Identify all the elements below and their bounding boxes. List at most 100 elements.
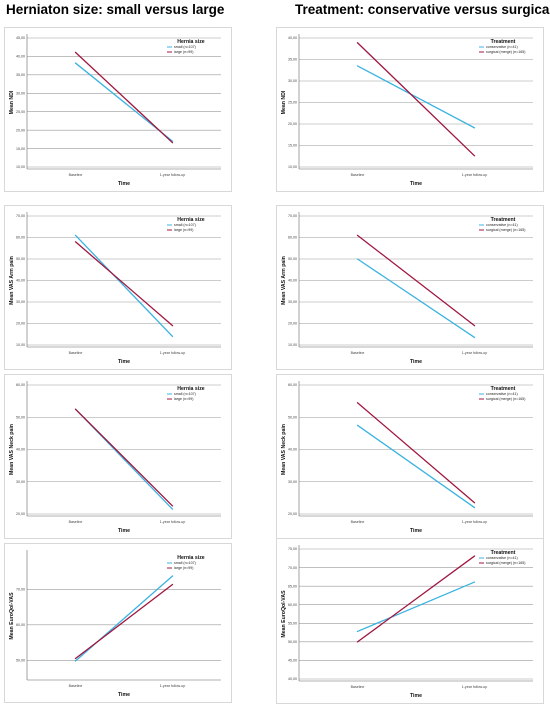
chart-euroqol-treatment: 40,00 45,00 50,00 55,00 60,00 65,00 70,00 75,00… (276, 538, 544, 704)
y-tick-label: 45,00 (16, 36, 25, 40)
y-tick-label: 60,00 (16, 236, 25, 240)
y-tick-label: 60,00 (288, 603, 297, 607)
y-tick-label: 50,00 (16, 257, 25, 261)
legend-entry: surgical (merge) (n=165) (486, 50, 525, 54)
y-tick-label: 15,00 (16, 147, 25, 151)
series-line (74, 234, 174, 338)
y-tick-label: 30,00 (288, 480, 297, 484)
y-tick-label: 70,00 (16, 214, 25, 218)
chart-svg: 10,00 20,00 30,00 40,00 50,00 60,00 70,00 Basel… (9, 212, 221, 365)
series-line (356, 555, 476, 643)
x-tick-label: 1-year follow-up (160, 173, 186, 177)
y-axis-label: Mean NDI (281, 90, 287, 114)
y-tick-label: 65,00 (288, 584, 297, 588)
left-column-title: Herniaton size: small versus large (6, 2, 225, 17)
y-tick-label: 70,00 (16, 588, 25, 592)
right-column-title: Treatment: conservative versus surgical (295, 2, 550, 17)
y-tick-label: 20,00 (16, 512, 25, 516)
legend-entry: surgical (merge) (n=165) (486, 561, 525, 565)
y-tick-label: 40,00 (288, 677, 297, 681)
legend-entry: large (n=99) (174, 397, 193, 401)
legend-title: Hernia size (177, 39, 205, 45)
x-axis-label: Time (118, 692, 130, 698)
x-axis-label: Time (410, 693, 422, 699)
y-tick-label: 40,00 (16, 448, 25, 452)
y-tick-label: 20,00 (288, 512, 297, 516)
legend-entry: small (n=107) (174, 45, 196, 49)
chart-vas-neck-treatment: 20,00 30,00 40,00 50,00 60,00 Baseline 1-year … (276, 374, 544, 539)
y-tick-label: 75,00 (288, 547, 297, 551)
x-tick-label: Baseline (351, 685, 365, 689)
y-axis-label: Mean VAS Neck pain (281, 424, 287, 475)
series-line (356, 581, 476, 633)
chart-svg: 50,00 60,00 70,00 Baseline 1-year follow-up T… (9, 550, 221, 698)
series-line (356, 402, 476, 504)
legend-title: Treatment (491, 386, 516, 392)
series-line (74, 241, 174, 327)
x-tick-label: 1-year follow-up (462, 520, 488, 524)
y-tick-label: 70,00 (288, 566, 297, 570)
y-tick-label: 25,00 (16, 110, 25, 114)
legend-entry: conservative (n=41) (486, 45, 518, 49)
legend-entry: conservative (n=41) (486, 392, 518, 396)
y-tick-label: 50,00 (16, 658, 25, 662)
chart-svg: 20,00 30,00 40,00 50,00 60,00 Baseline 1-year … (9, 381, 221, 534)
y-axis-label: Mean NDI (9, 90, 15, 114)
y-tick-label: 60,00 (16, 383, 25, 387)
legend-title: Hernia size (177, 217, 205, 223)
x-tick-label: 1-year follow-up (160, 520, 186, 524)
y-axis-label: Mean VAS Arm pain (9, 256, 15, 305)
x-tick-label: 1-year follow-up (160, 684, 186, 688)
chart-svg: 20,00 30,00 40,00 50,00 60,00 Baseline 1-year … (281, 381, 533, 534)
y-tick-label: 15,00 (288, 144, 297, 148)
legend-entry: surgical (merge) (n=165) (486, 397, 525, 401)
y-tick-label: 10,00 (16, 165, 25, 169)
y-tick-label: 60,00 (288, 236, 297, 240)
legend-title: Treatment (491, 217, 516, 223)
series-line (356, 258, 476, 339)
chart-euroqol-hernia-size: 50,00 60,00 70,00 Baseline 1-year follow-up T… (4, 543, 232, 703)
y-tick-label: 45,00 (288, 659, 297, 663)
legend-entry: conservative (n=41) (486, 223, 518, 227)
legend-entry: conservative (n=41) (486, 556, 518, 560)
x-axis-label: Time (118, 359, 130, 365)
x-tick-label: Baseline (351, 520, 365, 524)
y-axis-label: Mean VAS Arm pain (281, 256, 287, 305)
chart-svg: 10,00 15,00 20,00 25,00 30,00 35,00 40,00 Basel… (281, 34, 533, 187)
y-tick-label: 50,00 (288, 415, 297, 419)
y-tick-label: 20,00 (16, 322, 25, 326)
y-tick-label: 40,00 (288, 36, 297, 40)
x-axis-label: Time (410, 528, 422, 534)
legend-entry: large (n=99) (174, 228, 193, 232)
y-tick-label: 30,00 (16, 300, 25, 304)
y-tick-label: 20,00 (288, 122, 297, 126)
y-tick-label: 40,00 (288, 448, 297, 452)
y-tick-label: 50,00 (16, 415, 25, 419)
y-tick-label: 50,00 (288, 257, 297, 261)
series-line (356, 234, 476, 327)
y-axis-label: Mean VAS Neck pain (9, 424, 15, 475)
chart-vas-arm-treatment: 10,00 20,00 30,00 40,00 50,00 60,00 70,00 Basel… (276, 205, 544, 370)
x-axis-label: Time (118, 181, 130, 187)
y-tick-label: 60,00 (288, 383, 297, 387)
y-tick-label: 40,00 (16, 55, 25, 59)
legend-entry: small (n=107) (174, 392, 196, 396)
series-line (74, 575, 174, 662)
legend-entry: small (n=107) (174, 223, 196, 227)
legend-title: Treatment (491, 39, 516, 45)
y-tick-label: 10,00 (288, 343, 297, 347)
legend-entry: large (n=99) (174, 50, 193, 54)
x-tick-label: Baseline (69, 351, 83, 355)
y-tick-label: 20,00 (288, 322, 297, 326)
x-tick-label: Baseline (69, 173, 83, 177)
legend-entry: large (n=99) (174, 566, 193, 570)
legend-entry: surgical (merge) (n=165) (486, 228, 525, 232)
x-tick-label: 1-year follow-up (160, 351, 186, 355)
chart-svg: 40,00 45,00 50,00 55,00 60,00 65,00 70,00 75,00… (281, 545, 533, 699)
legend-title: Hernia size (177, 555, 205, 561)
legend-title: Hernia size (177, 386, 205, 392)
chart-ndi-hernia-size: 10,00 15,00 20,00 25,00 30,00 35,00 40,00 45,00… (4, 27, 232, 192)
y-tick-label: 30,00 (16, 91, 25, 95)
y-tick-label: 25,00 (288, 101, 297, 105)
x-tick-label: Baseline (69, 684, 83, 688)
